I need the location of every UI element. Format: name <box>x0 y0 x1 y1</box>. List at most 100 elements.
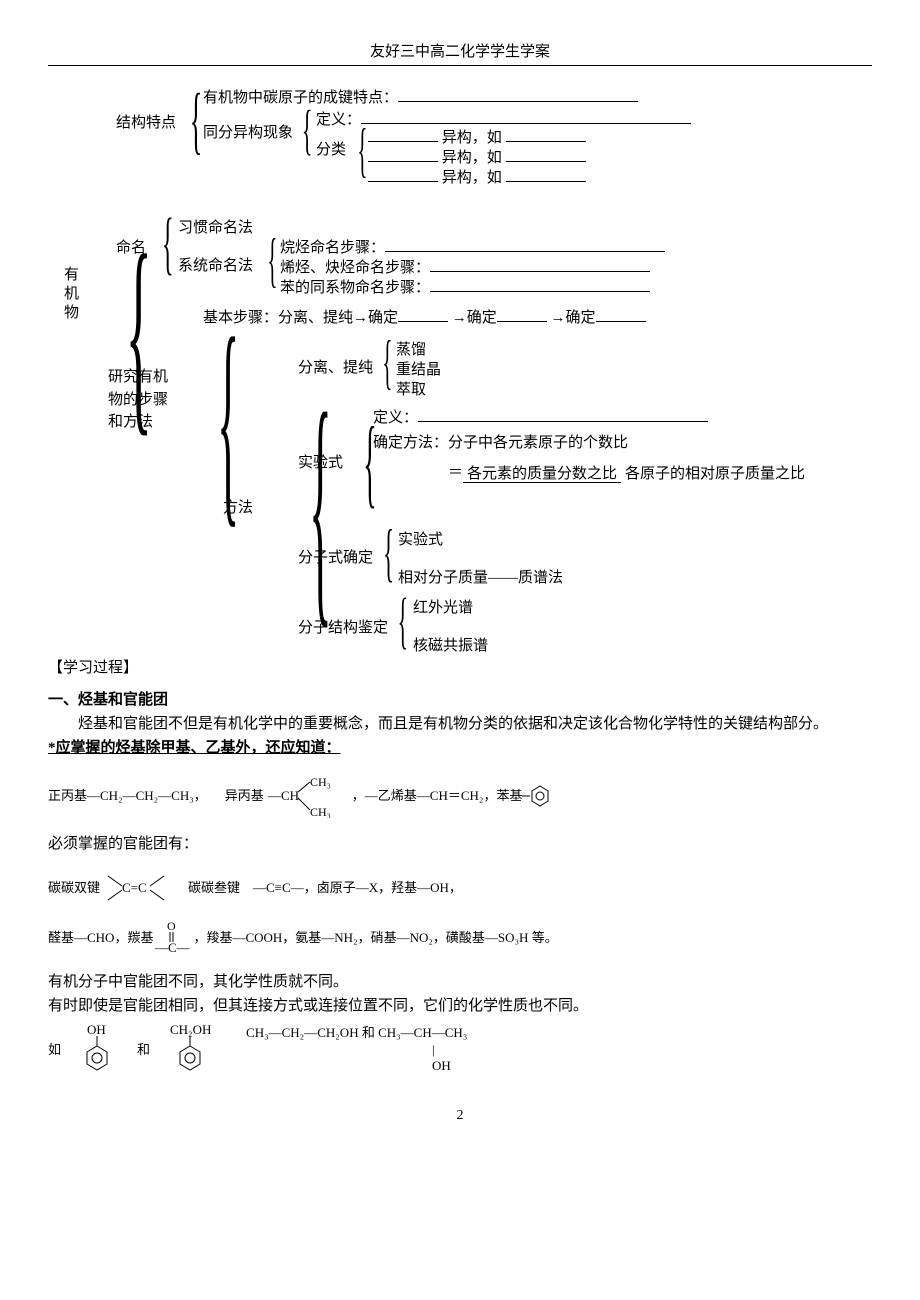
tree-ident2: 核磁共振谱 <box>413 634 488 655</box>
label: 异构，如 <box>442 130 502 146</box>
svg-text:—C—: —C— <box>154 940 191 955</box>
body-content: 【学习过程】 一、烃基和官能团 烃基和官能团不但是有机化学中的重要概念，而且是有… <box>48 656 872 1078</box>
para-2: 有时即使是官能团相同，但其连接方式或连接位置不同，它们的化学性质也不同。 <box>48 994 872 1018</box>
tree-mol2: 相对分子质量——质谱法 <box>398 566 563 587</box>
benzyl-alcohol-icon: CH₂OH <box>168 1022 228 1078</box>
blank-line <box>398 86 638 102</box>
blank-line <box>596 306 646 322</box>
frac-top: 各元素的质量分数之比 <box>463 466 621 483</box>
tree-naming-b: 系统命名法 <box>178 254 253 275</box>
tree-methods: 方法 <box>223 496 253 517</box>
label: →确定 <box>452 310 497 326</box>
tree-sep1: 蒸馏 <box>396 338 426 359</box>
phenyl-icon <box>522 782 552 810</box>
label: 烷烃命名步骤： <box>280 240 385 256</box>
label: 有机物中碳原子的成键特点： <box>203 90 398 106</box>
cc-double: 碳碳双键 C=C <box>48 870 170 906</box>
svg-text:OH: OH <box>87 1022 106 1037</box>
vinyl-phenyl: ，—乙烯基—CH＝CH₂，苯基 <box>352 782 553 810</box>
section-1-rule: *应掌握的烃基除甲基、乙基外，还应知道： <box>48 736 872 760</box>
oh-label: OH <box>432 1058 451 1073</box>
vinyl-label: ，—乙烯基—CH＝CH₂，苯基 <box>352 786 523 807</box>
ex-prefix: 如 <box>48 1040 61 1061</box>
tree-iso-2: 异构，如 <box>368 146 586 167</box>
svg-text:—CH: —CH <box>267 788 299 803</box>
blank-line <box>368 166 438 182</box>
tree-emp-m1: 确定方法：分子中各元素原子的个数比 <box>373 431 628 452</box>
propanol-pair: CH₃—CH₂—CH₂OH 和 CH₃—CH—CH₃ |OH <box>246 1025 467 1076</box>
blank-line <box>430 276 650 292</box>
isopropyl-label: 异丙基 <box>225 786 264 807</box>
blank-line <box>506 126 586 142</box>
frac-bot: 各原子的相对原子质量之比 <box>621 466 809 482</box>
blank-line <box>385 236 665 252</box>
svg-text:CH₂OH: CH₂OH <box>170 1022 211 1037</box>
label: 基本步骤：分离、提纯→确定 <box>203 310 398 326</box>
brace-icon: { <box>302 98 313 161</box>
cc-triple: 碳碳叁键 —C≡C—，卤原子—X，羟基—OH， <box>188 878 462 899</box>
example-row: 如 OH 和 CH₂OH CH₃—CH₂—CH₂OH 和 CH₃—CH—CH₃ … <box>48 1022 872 1078</box>
label: 异构，如 <box>442 170 502 186</box>
blank-line <box>368 126 438 142</box>
pair-line1: CH₃—CH₂—CH₂OH 和 CH₃—CH—CH₃ <box>246 1025 467 1040</box>
tree-root: 有机物 <box>60 266 81 323</box>
label: →确定 <box>551 310 596 326</box>
svg-text:O: O <box>167 920 176 933</box>
tree-naming-b1: 烷烃命名步骤： <box>280 236 665 257</box>
tree-iso-3: 异构，如 <box>368 166 586 187</box>
label-a: 醛基—CHO，羰基 <box>48 928 153 949</box>
tree-l1-study: 研究有机物的步骤和方法 <box>108 366 178 434</box>
tree-emp-frac: ＝各元素的质量分数之比各原子的相对原子质量之比 <box>448 461 809 483</box>
section-1-title: 一、烃基和官能团 <box>48 688 872 712</box>
isopropyl-icon: —CH CH₃ CH₃ <box>264 774 334 818</box>
brace-icon: { <box>382 328 392 397</box>
brace-icon: { <box>162 204 174 284</box>
tree-emp-def: 定义： <box>373 406 708 427</box>
tree-naming-b3: 苯的同系物命名步骤： <box>280 276 650 297</box>
hydrocarbon-groups: 正丙基—CH₂—CH₂—CH₃， 异丙基 —CH CH₃ CH₃ ，—乙烯基—C… <box>48 774 872 818</box>
tree-mol1: 实验式 <box>398 528 443 549</box>
tree-sep2: 重结晶 <box>396 358 441 379</box>
brace-icon: { <box>383 516 394 591</box>
page-header: 友好三中高二化学学生学案 <box>48 40 872 66</box>
ex-and: 和 <box>137 1040 150 1061</box>
blank-line <box>506 166 586 182</box>
functional-groups-1: 碳碳双键 C=C 碳碳叁键 —C≡C—，卤原子—X，羟基—OH， <box>48 870 872 906</box>
brace-icon: { <box>267 226 277 295</box>
tree-sep: 分离、提纯 <box>298 356 373 377</box>
phenol-icon: OH <box>79 1022 119 1078</box>
blank-line <box>361 108 691 124</box>
tree-iso: 同分异构现象 <box>203 121 293 142</box>
tree-l1-naming: 命名 <box>116 236 146 257</box>
tree-emp: 实验式 <box>298 451 343 472</box>
func-intro: 必须掌握的官能团有： <box>48 832 872 856</box>
blank-line <box>506 146 586 162</box>
functional-groups-2: 醛基—CHO，羰基 O —C— ，羧基—COOH，氨基—NH₂，硝基—NO₂，磺… <box>48 920 872 956</box>
svg-text:CH₃: CH₃ <box>310 775 331 789</box>
blank-line <box>368 146 438 162</box>
brace-icon: { <box>357 116 367 185</box>
concept-tree: 有机物 { 结构特点 { 有机物中碳原子的成键特点： 同分异构现象 { 定义： … <box>48 76 872 656</box>
svg-text:C=C: C=C <box>122 880 147 895</box>
section-1-p1: 烃基和官能团不但是有机化学中的重要概念，而且是有机物分类的依据和决定该化合物化学… <box>48 712 872 736</box>
section-process: 【学习过程】 <box>48 656 872 680</box>
tree-naming-b2: 烯烃、炔烃命名步骤： <box>280 256 650 277</box>
label-b: ，羧基—COOH，氨基—NH₂，硝基—NO₂，磺酸基—SO₃H 等。 <box>193 928 557 949</box>
tree-iso-1: 异构，如 <box>368 126 586 147</box>
blank-line <box>418 406 708 422</box>
label: 定义： <box>316 112 361 128</box>
isopropyl: 异丙基 —CH CH₃ CH₃ <box>225 774 334 818</box>
label: 烯烃、炔烃命名步骤： <box>280 260 430 276</box>
pair-line2: |OH <box>432 1042 451 1076</box>
tree-iso-cls: 分类 <box>316 138 346 159</box>
blank-line <box>398 306 448 322</box>
brace-icon: { <box>309 356 331 655</box>
tree-basic: 基本步骤：分离、提纯→确定 →确定 →确定 <box>203 306 646 327</box>
cc-double-label: 碳碳双键 <box>48 878 100 899</box>
brace-icon: { <box>398 586 408 657</box>
brace-icon: { <box>190 78 203 164</box>
blank-line <box>430 256 650 272</box>
tree-ident1: 红外光谱 <box>413 596 473 617</box>
page-number: 2 <box>48 1108 872 1124</box>
para-1: 有机分子中官能团不同，其化学性质就不同。 <box>48 970 872 994</box>
